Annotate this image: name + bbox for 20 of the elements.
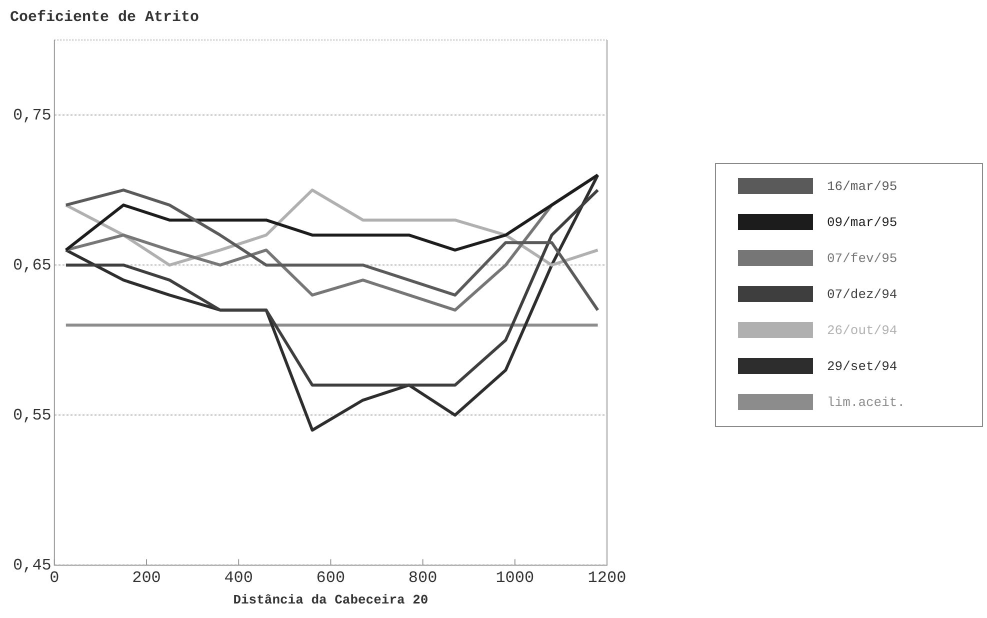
- x-tick-label: 0: [50, 569, 60, 588]
- x-tick-label: 200: [132, 569, 161, 588]
- x-tick-label: 1200: [588, 569, 626, 588]
- y-tick-label: 0,65: [13, 256, 52, 274]
- y-tick-label: 0,55: [13, 406, 52, 424]
- chart-title: Coeficiente de Atrito: [10, 8, 200, 26]
- text: 29/set/94: [827, 358, 898, 374]
- text: 07/dez/94: [827, 286, 898, 302]
- text: lim.aceit.: [827, 394, 906, 410]
- text: 07/fev/95: [827, 250, 898, 266]
- x-tick-label: 1000: [496, 569, 534, 588]
- x-axis-title: Distância da Cabeceira 20: [233, 592, 428, 608]
- y-tick-label: 0,75: [13, 106, 52, 124]
- text: 26/out/94: [827, 322, 898, 338]
- x-tick-label: 800: [408, 569, 438, 588]
- y-tick-label: 0,45: [13, 556, 52, 574]
- text: 09/mar/95: [827, 214, 898, 230]
- x-tick-label: 400: [224, 569, 254, 588]
- text: 16/mar/95: [827, 178, 898, 194]
- x-tick-label: 600: [316, 569, 346, 588]
